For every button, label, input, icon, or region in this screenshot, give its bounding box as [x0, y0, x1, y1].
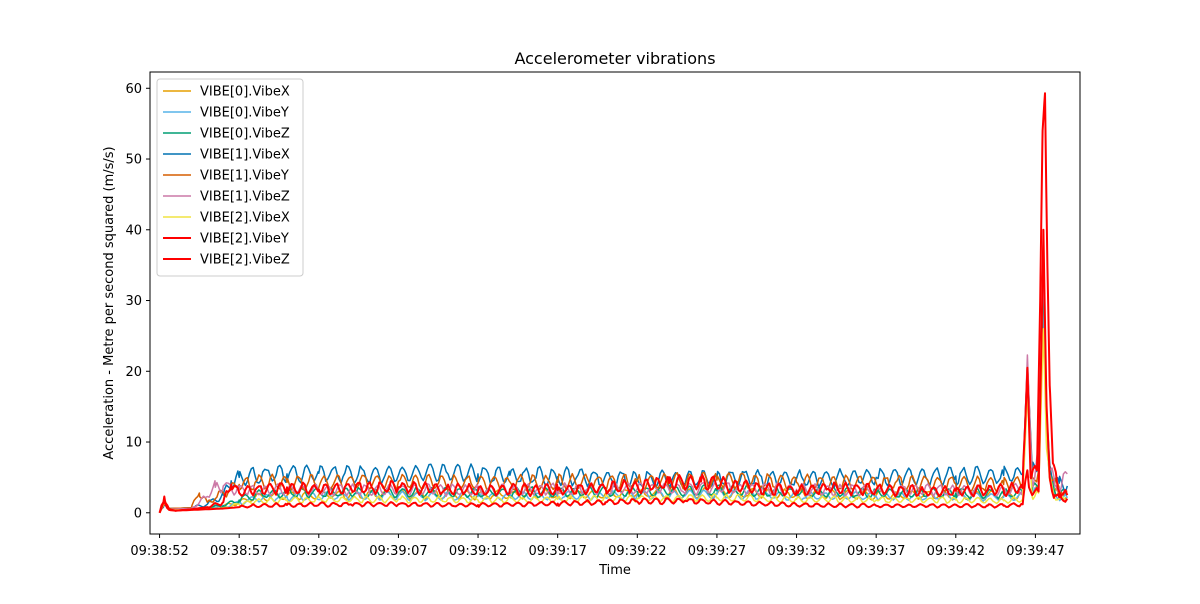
x-tick-label: 09:38:57: [210, 544, 268, 559]
series-line-vibe-2-vibez: [158, 92, 1069, 514]
y-tick-label: 0: [134, 506, 142, 521]
legend-label: VIBE[2].VibeZ: [200, 253, 290, 268]
plot-frame: [149, 71, 1081, 535]
plot-area: 0 10 20 30 40 50 60 09:38:52 09:38:57 09:39:02 09:…: [125, 71, 1081, 559]
legend-label: VIBE[2].VibeY: [200, 232, 289, 247]
x-tick-label: 09:39:07: [369, 544, 427, 559]
legend-label: VIBE[1].VibeY: [200, 169, 289, 184]
series-lines: [158, 92, 1069, 514]
x-tick-label: 09:39:47: [1006, 544, 1064, 559]
legend-label: VIBE[0].VibeY: [200, 106, 289, 121]
x-tick-label: 09:39:02: [290, 544, 348, 559]
x-axis-label: Time: [598, 563, 631, 578]
series-line-vibe-2-vibey: [158, 228, 1069, 514]
legend-label: VIBE[0].VibeX: [200, 85, 290, 100]
chart-title: Accelerometer vibrations: [514, 49, 715, 68]
x-tick-label: 09:38:52: [130, 544, 188, 559]
legend-label: VIBE[1].VibeZ: [200, 190, 290, 205]
y-axis-label: Acceleration - Metre per second squared …: [102, 146, 117, 459]
y-tick-label: 40: [125, 223, 142, 238]
x-tick-label: 09:39:32: [767, 544, 825, 559]
y-tick-label: 30: [125, 294, 142, 309]
legend-label: VIBE[1].VibeX: [200, 148, 290, 163]
x-tick-label: 09:39:27: [688, 544, 746, 559]
x-tick-label: 09:39:42: [927, 544, 985, 559]
x-tick-label: 09:39:17: [528, 544, 586, 559]
x-tick-label: 09:39:12: [449, 544, 507, 559]
series-line-vibe-2-vibex: [158, 328, 1068, 514]
legend-label: VIBE[2].VibeX: [200, 211, 290, 226]
y-tick-label: 10: [125, 436, 142, 451]
y-tick-label: 20: [125, 365, 142, 380]
y-tick-label: 50: [125, 153, 142, 168]
x-tick-label: 09:39:22: [608, 544, 666, 559]
y-tick-label: 60: [125, 82, 142, 97]
legend: VIBE[0].VibeX VIBE[0].VibeY VIBE[0].VibeZ V…: [156, 78, 304, 277]
x-tick-label: 09:39:37: [847, 544, 905, 559]
legend-label: VIBE[0].VibeZ: [200, 127, 290, 142]
legend-box: [156, 78, 304, 277]
